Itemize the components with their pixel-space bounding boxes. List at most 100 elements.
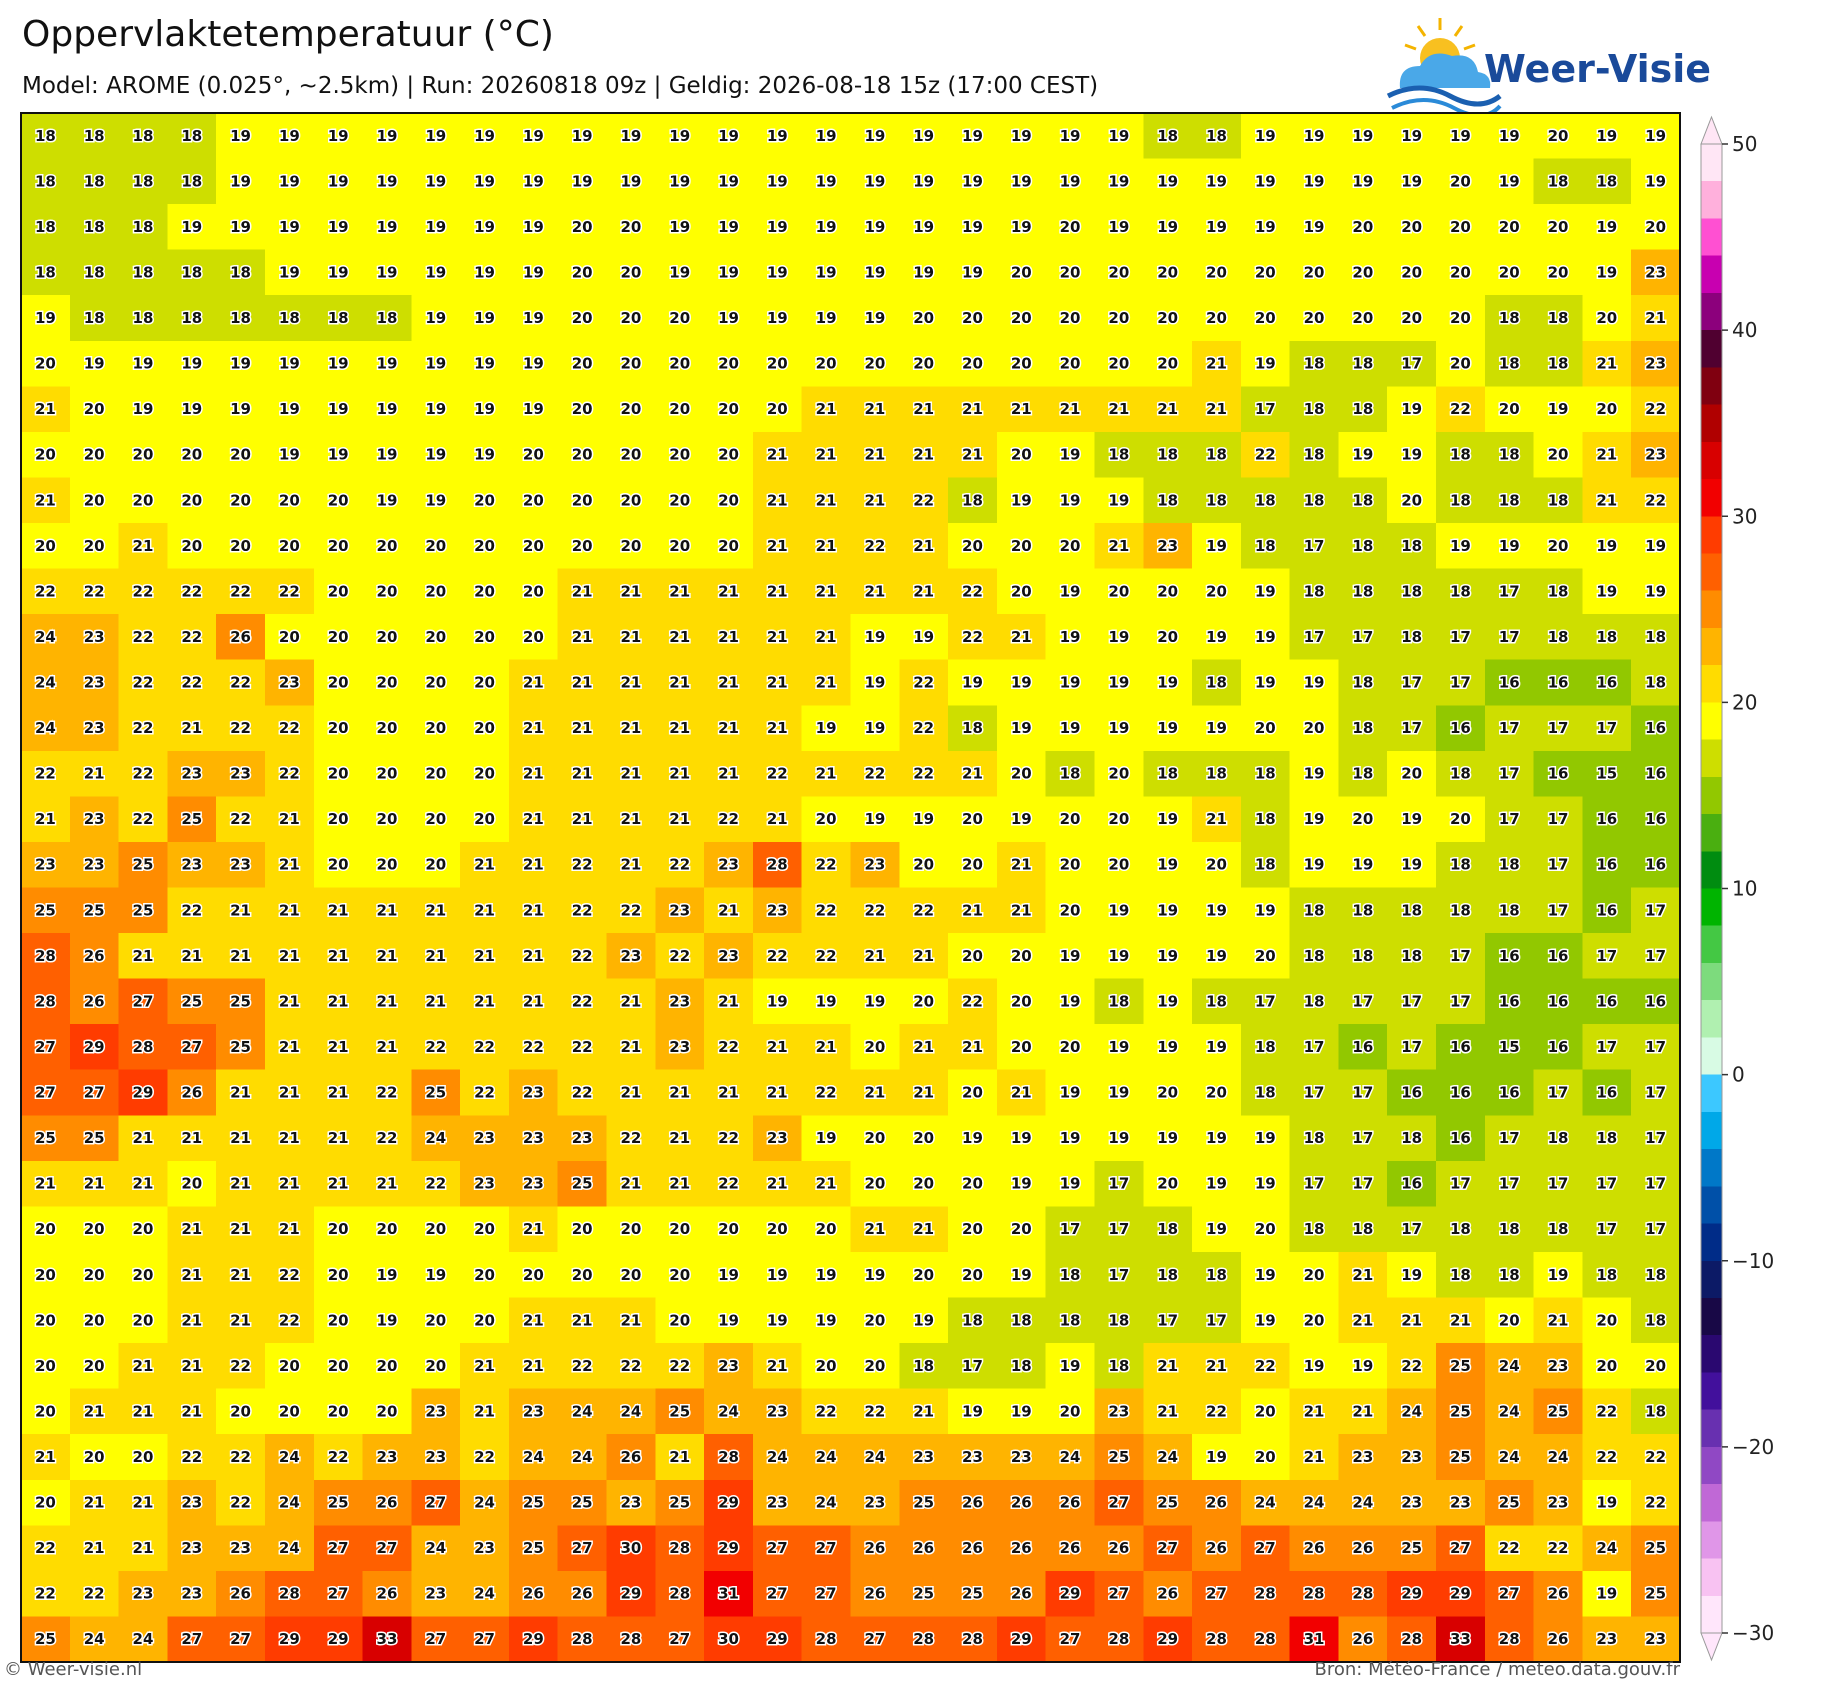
temperature-label: 26 bbox=[1011, 1585, 1032, 1603]
temperature-cell bbox=[1533, 1343, 1584, 1390]
temperature-cell bbox=[1192, 1160, 1242, 1208]
temperature-cell bbox=[899, 1024, 949, 1071]
temperature-label: 21 bbox=[181, 1220, 202, 1238]
colorbar-band bbox=[1701, 888, 1722, 927]
temperature-label: 18 bbox=[1401, 947, 1422, 965]
temperature-cell bbox=[21, 841, 71, 889]
temperature-cell bbox=[948, 340, 998, 387]
temperature-label: 19 bbox=[1255, 127, 1276, 145]
temperature-cell bbox=[508, 295, 559, 342]
temperature-label: 20 bbox=[181, 446, 202, 464]
temperature-label: 17 bbox=[1548, 901, 1569, 919]
temperature-cell bbox=[1094, 1206, 1144, 1253]
temperature-cell bbox=[167, 523, 217, 570]
temperature-label: 21 bbox=[1352, 1402, 1373, 1420]
temperature-cell bbox=[21, 113, 71, 160]
temperature-label: 23 bbox=[474, 1129, 495, 1147]
temperature-label: 23 bbox=[1108, 1402, 1129, 1420]
temperature-label: 20 bbox=[84, 1448, 105, 1466]
temperature-label: 20 bbox=[84, 1357, 105, 1375]
temperature-label: 19 bbox=[425, 400, 446, 418]
temperature-cell bbox=[508, 249, 559, 296]
temperature-label: 21 bbox=[1011, 400, 1032, 418]
temperature-cell bbox=[557, 1479, 608, 1526]
temperature-label: 21 bbox=[523, 1357, 544, 1375]
temperature-cell bbox=[1631, 477, 1681, 524]
temperature-cell bbox=[899, 431, 949, 479]
temperature-label: 19 bbox=[1304, 856, 1325, 874]
temperature-label: 17 bbox=[1450, 673, 1471, 691]
temperature-label: 21 bbox=[913, 947, 934, 965]
temperature-cell bbox=[69, 1297, 120, 1344]
temperature-label: 21 bbox=[913, 582, 934, 600]
temperature-label: 17 bbox=[1352, 1175, 1373, 1193]
temperature-label: 20 bbox=[133, 1266, 154, 1284]
temperature-cell bbox=[508, 841, 559, 889]
temperature-label: 21 bbox=[523, 673, 544, 691]
temperature-cell bbox=[411, 113, 461, 160]
temperature-cell bbox=[1387, 659, 1437, 706]
temperature-label: 23 bbox=[1645, 355, 1666, 373]
temperature-label: 21 bbox=[230, 901, 251, 919]
temperature-cell bbox=[1631, 796, 1681, 843]
temperature-label: 16 bbox=[1645, 856, 1666, 874]
temperature-label: 18 bbox=[1499, 446, 1520, 464]
temperature-cell bbox=[704, 1115, 754, 1162]
temperature-cell bbox=[264, 1251, 315, 1299]
temperature-cell bbox=[1631, 841, 1681, 889]
temperature-label: 21 bbox=[620, 673, 641, 691]
temperature-cell bbox=[1143, 796, 1193, 843]
temperature-label: 24 bbox=[279, 1539, 300, 1557]
temperature-cell bbox=[1094, 978, 1144, 1025]
colorbar-tick-label: 20 bbox=[1732, 690, 1757, 714]
temperature-cell bbox=[216, 1206, 266, 1253]
temperature-label: 18 bbox=[1645, 673, 1666, 691]
temperature-label: 22 bbox=[181, 901, 202, 919]
temperature-label: 20 bbox=[377, 1220, 398, 1238]
temperature-label: 21 bbox=[1304, 1448, 1325, 1466]
temperature-cell bbox=[801, 158, 852, 205]
temperature-cell bbox=[1289, 1206, 1340, 1253]
temperature-cell bbox=[948, 1115, 998, 1162]
temperature-cell bbox=[460, 978, 510, 1025]
temperature-cell bbox=[1338, 523, 1388, 570]
temperature-label: 27 bbox=[767, 1539, 788, 1557]
temperature-label: 19 bbox=[523, 218, 544, 236]
temperature-cell bbox=[460, 295, 510, 342]
temperature-cell bbox=[752, 204, 803, 251]
temperature-cell bbox=[899, 887, 949, 934]
temperature-label: 27 bbox=[84, 1084, 105, 1102]
temperature-label: 20 bbox=[1011, 1220, 1032, 1238]
temperature-cell bbox=[313, 523, 364, 570]
temperature-label: 21 bbox=[523, 719, 544, 737]
temperature-label: 20 bbox=[1548, 127, 1569, 145]
temperature-cell bbox=[1533, 1115, 1584, 1162]
temperature-cell bbox=[1192, 1388, 1242, 1435]
temperature-label: 21 bbox=[767, 582, 788, 600]
temperature-cell bbox=[1192, 978, 1242, 1025]
temperature-label: 25 bbox=[523, 1494, 544, 1512]
temperature-label: 19 bbox=[474, 400, 495, 418]
temperature-label: 21 bbox=[620, 628, 641, 646]
temperature-label: 19 bbox=[1011, 172, 1032, 190]
temperature-cell bbox=[801, 659, 852, 706]
temperature-cell bbox=[655, 1297, 705, 1344]
temperature-cell bbox=[1192, 295, 1242, 342]
temperature-label: 21 bbox=[669, 719, 690, 737]
temperature-label: 19 bbox=[1645, 172, 1666, 190]
temperature-cell bbox=[1289, 841, 1340, 889]
temperature-label: 21 bbox=[1011, 901, 1032, 919]
temperature-label: 21 bbox=[133, 537, 154, 555]
temperature-cell bbox=[69, 386, 120, 433]
temperature-cell bbox=[948, 477, 998, 524]
temperature-cell bbox=[1094, 1388, 1144, 1435]
temperature-label: 21 bbox=[669, 582, 690, 600]
temperature-label: 20 bbox=[669, 446, 690, 464]
temperature-cell bbox=[1045, 1160, 1096, 1208]
temperature-cell bbox=[1045, 204, 1096, 251]
temperature-label: 20 bbox=[328, 1266, 349, 1284]
logo-sun bbox=[1404, 18, 1476, 51]
temperature-label: 24 bbox=[1499, 1357, 1520, 1375]
temperature-cell bbox=[1338, 340, 1388, 387]
temperature-cell bbox=[216, 1434, 266, 1481]
